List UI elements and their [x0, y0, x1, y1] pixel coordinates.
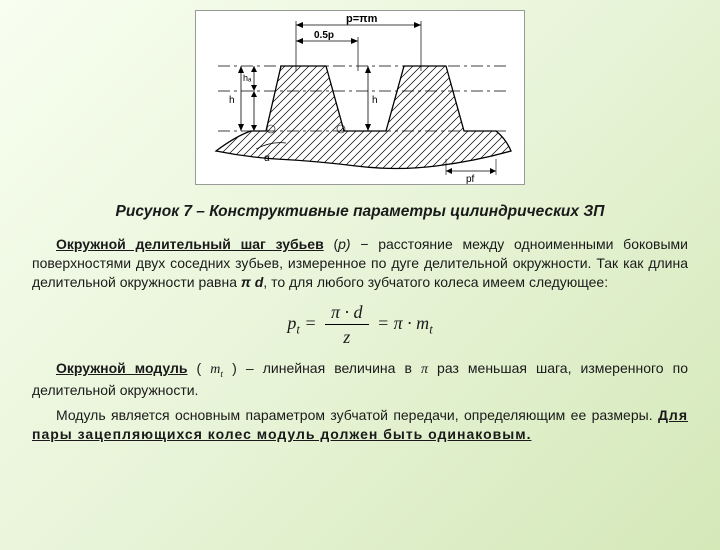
formula: pt = π · dz = π · mt [32, 300, 688, 350]
svg-text:pf: pf [466, 174, 475, 184]
figure-caption: Рисунок 7 – Конструктивные параметры цил… [0, 203, 720, 221]
paragraph-1: Окружной делительный шаг зубьев (p) − ра… [32, 235, 688, 292]
term-pitch: Окружной делительный шаг зубьев [56, 236, 324, 252]
paragraph-3: Модуль является основным параметром зубч… [32, 406, 688, 444]
svg-text:hₐ: hₐ [243, 73, 252, 83]
paragraph-2: Окружной модуль ( mt ) – линейная величи… [32, 359, 688, 400]
term-module: Окружной модуль [56, 360, 188, 376]
svg-text:p=πm: p=πm [346, 13, 378, 25]
svg-text:h: h [229, 95, 235, 106]
text-content: Окружной делительный шаг зубьев (p) − ра… [0, 235, 720, 444]
svg-text:0.5p: 0.5p [314, 30, 334, 41]
svg-text:α: α [264, 153, 270, 164]
svg-text:h: h [372, 95, 378, 106]
gear-diagram: p=πm 0.5p h hₐ h α pf [195, 10, 525, 185]
